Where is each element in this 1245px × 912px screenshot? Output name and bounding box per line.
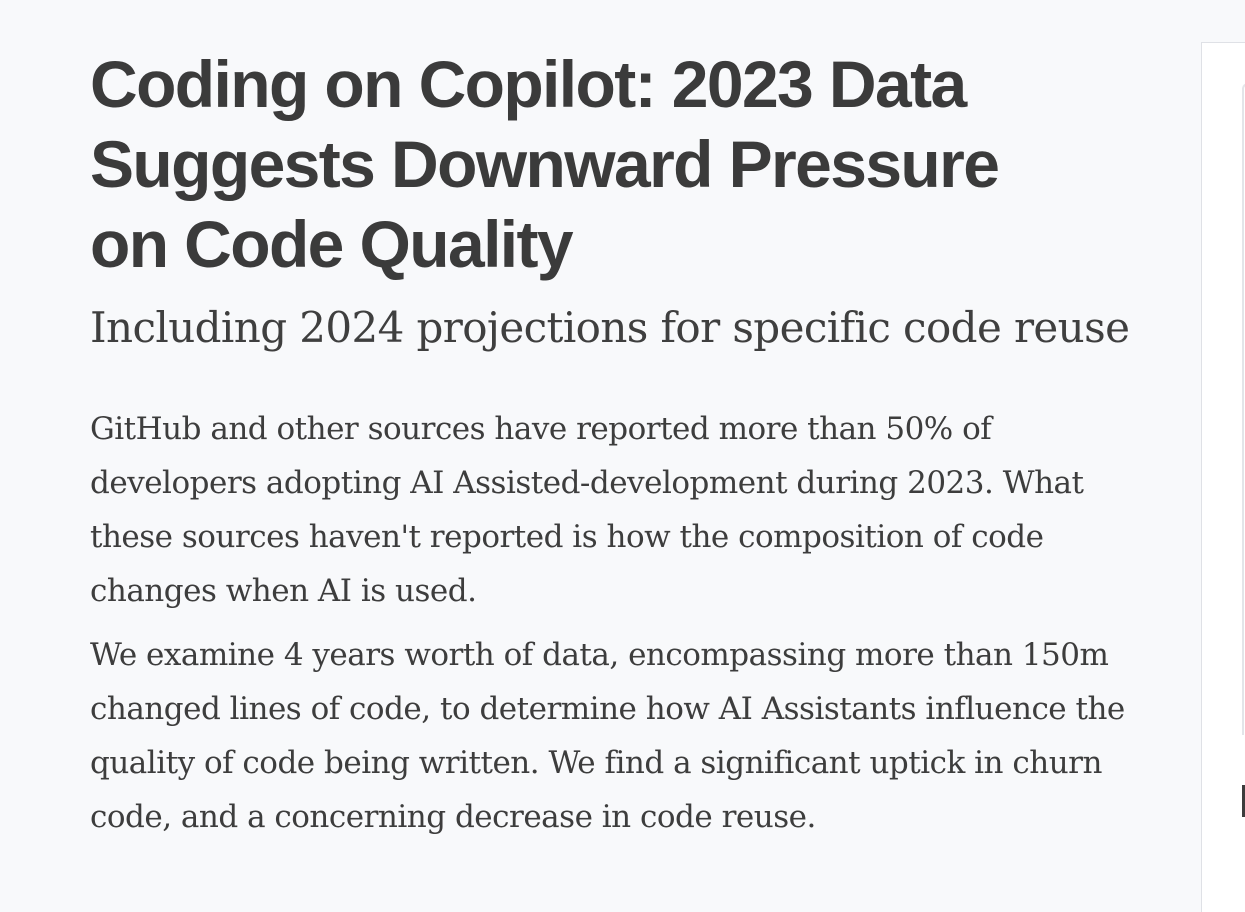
side-panel-card: [1242, 83, 1245, 735]
article-subtitle: Including 2024 projections for specific …: [90, 303, 1130, 352]
article-paragraph-2: We examine 4 years worth of data, encomp…: [90, 637, 1125, 835]
article-body: GitHub and other sources have reported m…: [90, 402, 1175, 844]
side-panel: [1201, 42, 1245, 912]
side-panel-marker: [1242, 785, 1245, 817]
article-paragraph-1: GitHub and other sources have reported m…: [90, 411, 1084, 609]
article: Coding on Copilot: 2023 Data Suggests Do…: [90, 44, 1175, 854]
article-title: Coding on Copilot: 2023 Data Suggests Do…: [90, 47, 1000, 281]
